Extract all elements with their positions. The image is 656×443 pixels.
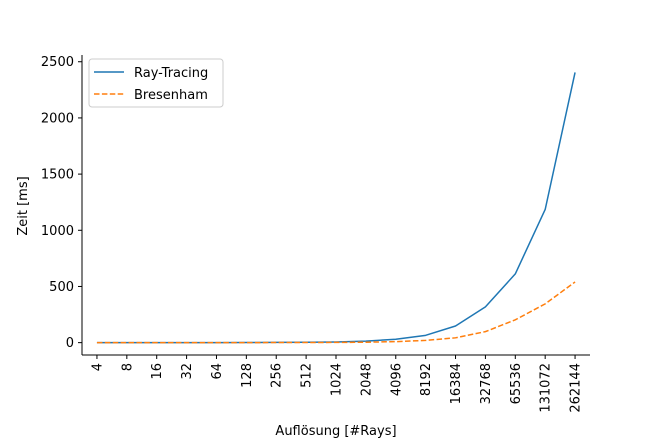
x-tick-label: 2048 (359, 363, 374, 396)
x-tick-label: 4096 (389, 363, 404, 396)
x-tick-label: 128 (240, 363, 255, 388)
x-tick-label: 32 (180, 363, 195, 380)
y-tick-label: 0 (66, 336, 74, 351)
x-tick-label: 8 (120, 363, 135, 371)
y-axis-label: Zeit [ms] (16, 176, 31, 235)
x-tick-label: 16384 (449, 363, 464, 404)
x-tick-label: 262144 (569, 363, 584, 413)
x-tick-label: 256 (270, 363, 285, 388)
x-tick-label: 64 (210, 363, 225, 380)
y-tick-label: 2000 (41, 111, 74, 126)
series-line-ray-tracing (96, 72, 576, 344)
x-tick-label: 4 (90, 363, 105, 371)
x-tick-label: 8192 (419, 363, 434, 396)
x-tick-label: 65536 (509, 363, 524, 404)
x-tick-label: 1024 (330, 363, 345, 396)
x-tick-label: 16 (150, 363, 165, 380)
y-tick-label: 2500 (41, 55, 74, 70)
y-tick-label: 500 (49, 280, 74, 295)
y-tick-label: 1500 (41, 168, 74, 183)
y-ticks: 0 500 1000 1500 2000 2500 (41, 55, 82, 351)
legend-box (88, 58, 224, 108)
legend-label-ray-tracing: Ray-Tracing (134, 66, 208, 81)
x-tick-label: 131072 (539, 363, 554, 413)
x-tick-label: 512 (300, 363, 315, 388)
x-tick-label: 32768 (479, 363, 494, 404)
series-layer (96, 72, 576, 344)
legend: Ray-Tracing Bresenham (88, 58, 224, 108)
x-ticks: 4 8 16 32 64 128 256 512 1024 2048 4096 8192 16384 32… (90, 355, 584, 413)
legend-label-bresenham: Bresenham (134, 88, 208, 103)
y-tick-label: 1000 (41, 224, 74, 239)
x-axis-label: Auflösung [#Rays] (275, 424, 396, 439)
plot-area (96, 72, 576, 344)
series-line-bresenham (96, 281, 576, 344)
